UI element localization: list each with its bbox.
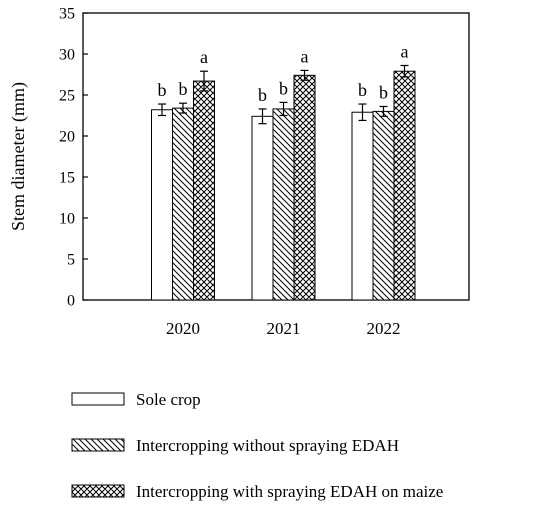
legend-item: Intercropping without spraying EDAH	[71, 436, 399, 455]
legend-item: Intercropping with spraying EDAH on maiz…	[71, 482, 443, 501]
significance-letter: a	[200, 47, 208, 67]
error-bar	[258, 108, 267, 125]
x-category-label: 2022	[367, 319, 401, 338]
significance-letter: b	[379, 82, 388, 102]
error-bar	[400, 64, 409, 78]
legend-label: Intercropping with spraying EDAH on maiz…	[136, 482, 443, 501]
significance-letter: b	[179, 79, 188, 99]
y-tick-label: 10	[59, 211, 75, 228]
bar	[372, 110, 395, 301]
bar	[151, 109, 173, 301]
error-bar	[200, 70, 208, 92]
x-category-label: 2020	[166, 319, 200, 338]
legend-swatch	[71, 392, 125, 406]
error-bar	[279, 101, 288, 117]
bar	[172, 107, 194, 301]
legend-swatch	[71, 484, 125, 498]
significance-letter: b	[358, 80, 367, 100]
legend-item: Sole crop	[71, 390, 201, 409]
legend-swatch	[71, 438, 125, 452]
bar	[293, 74, 316, 301]
y-tick-label: 25	[59, 88, 75, 105]
legend-label: Sole crop	[136, 390, 201, 409]
bar	[393, 70, 416, 301]
bar	[272, 108, 295, 301]
y-tick-label: 15	[59, 170, 75, 187]
bar	[351, 111, 374, 301]
legend: Sole crop Intercropping without spraying …	[71, 390, 443, 501]
error-bar	[358, 103, 367, 122]
y-axis-label: Stem diameter (mm)	[8, 82, 29, 231]
legend-label: Intercropping without spraying EDAH	[136, 436, 399, 455]
y-tick-label: 0	[67, 293, 75, 310]
y-tick-label: 35	[59, 6, 75, 23]
error-bar	[379, 105, 388, 117]
error-bar	[179, 102, 187, 114]
error-bar	[300, 69, 309, 81]
significance-letters: b bab bab ba	[158, 41, 409, 104]
y-tick-label: 30	[59, 47, 75, 64]
x-axis: 2020 2021 2022	[166, 319, 401, 338]
error-bars	[158, 64, 409, 125]
y-axis: 0 5 10 15 20 25 30 35	[59, 6, 88, 310]
significance-letter: b	[258, 85, 267, 105]
significance-letter: b	[279, 78, 288, 98]
error-bar	[158, 103, 166, 117]
bar	[251, 115, 274, 301]
significance-letter: b	[158, 80, 167, 100]
significance-letter: a	[301, 46, 309, 66]
y-tick-label: 5	[67, 252, 75, 269]
y-tick-label: 20	[59, 129, 75, 146]
bar	[193, 80, 215, 301]
bars	[151, 70, 416, 301]
significance-letter: a	[401, 41, 409, 61]
x-category-label: 2021	[267, 319, 301, 338]
